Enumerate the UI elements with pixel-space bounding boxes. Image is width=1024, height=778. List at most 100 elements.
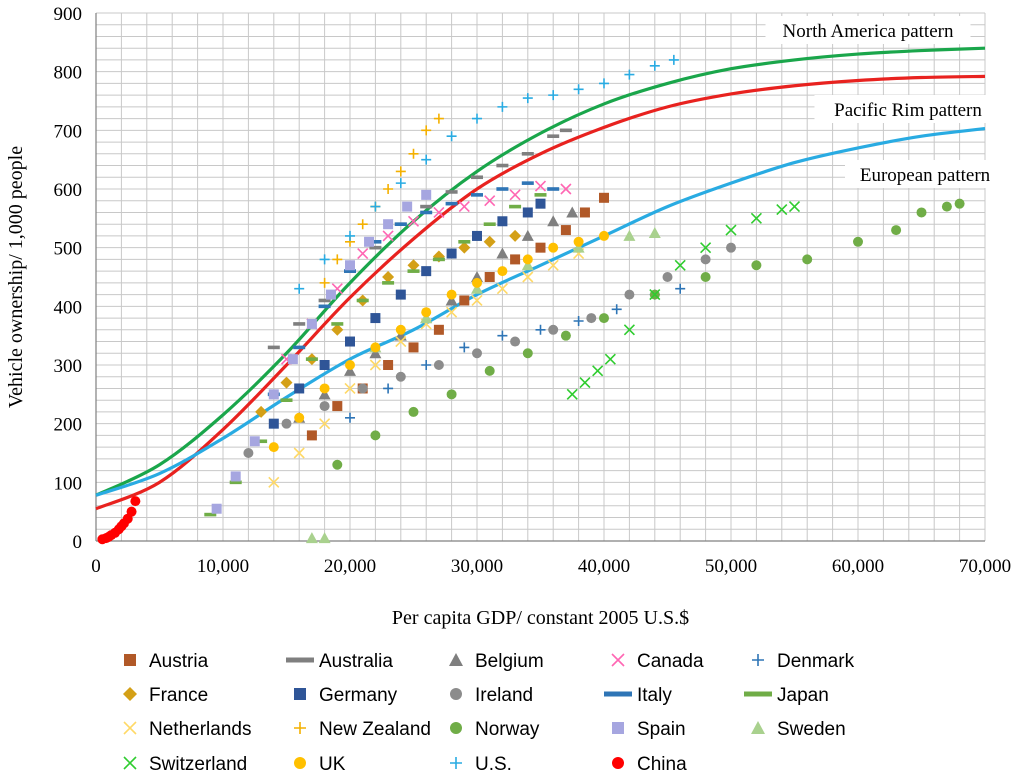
data-point: [496, 187, 509, 191]
legend-marker: [294, 722, 306, 734]
data-point: [294, 412, 305, 423]
data-point: [572, 241, 585, 253]
data-point: [130, 496, 141, 507]
legend-marker: [450, 757, 462, 769]
pattern-label-box: [765, 16, 971, 44]
legend-label: Spain: [637, 719, 686, 740]
data-point: [599, 78, 609, 89]
legend-item: Germany: [294, 685, 398, 706]
legend-marker: [294, 757, 306, 769]
data-point: [471, 175, 483, 180]
pattern-curve: [95, 74, 986, 511]
legend-item: Italy: [604, 685, 672, 706]
legend-label: Sweden: [777, 719, 846, 740]
data-point: [509, 229, 522, 242]
data-point: [675, 283, 686, 294]
legend-label: Denmark: [777, 651, 855, 672]
legend-label: China: [637, 754, 687, 775]
legend-item: Japan: [744, 685, 829, 706]
pattern-curves: [95, 46, 986, 511]
data-point: [649, 60, 660, 71]
legend-marker: [612, 757, 624, 769]
data-point: [211, 503, 222, 514]
data-point: [420, 204, 433, 209]
data-point: [332, 459, 343, 470]
data-point: [433, 324, 444, 335]
grid: [95, 12, 986, 542]
legend-label: Italy: [637, 685, 672, 706]
data-point: [344, 269, 356, 273]
data-point: [370, 430, 381, 441]
data-point: [535, 242, 546, 253]
data-point: [345, 336, 355, 347]
data-point: [408, 148, 419, 159]
data-point: [853, 236, 863, 247]
data-point: [750, 212, 762, 224]
data-point: [599, 230, 609, 241]
data-point: [230, 471, 241, 482]
legend-marker: [612, 722, 624, 734]
data-point: [472, 348, 482, 359]
legend-label: Canada: [637, 651, 704, 672]
data-point: [369, 359, 381, 371]
data-point: [280, 376, 293, 389]
data-point: [726, 242, 736, 253]
legend-label: U.S.: [475, 754, 512, 775]
pattern-label: North America pattern: [783, 21, 954, 42]
data-point: [521, 152, 534, 156]
data-point: [472, 113, 482, 124]
data-point: [357, 247, 369, 260]
x-tick-label: 40,000: [578, 556, 630, 577]
legend-label: New Zealand: [319, 719, 431, 740]
data-point: [395, 324, 406, 335]
legend-marker: [294, 688, 306, 700]
axes: [95, 13, 985, 542]
legend-item: Austria: [124, 651, 209, 672]
data-point: [446, 389, 457, 400]
legend-marker: [286, 657, 314, 663]
pattern-curve: [95, 126, 986, 497]
data-point: [496, 247, 509, 259]
legend-label: Japan: [777, 685, 829, 706]
legend-marker: [752, 654, 764, 666]
legend: Austria Australia Belgium Canada Denmark Fran…: [123, 651, 855, 775]
data-point: [534, 180, 547, 192]
data-point: [560, 225, 571, 236]
data-point: [319, 418, 331, 430]
data-point: [446, 248, 457, 259]
data-point: [484, 195, 496, 207]
data-point: [445, 201, 458, 206]
legend-marker: [123, 756, 137, 770]
data-point: [548, 90, 559, 101]
data-point: [484, 365, 495, 376]
data-point: [331, 322, 344, 326]
legend-label: Ireland: [475, 685, 533, 706]
data-point: [534, 193, 547, 197]
series-u-s-: [294, 54, 679, 294]
data-point: [395, 289, 406, 300]
data-point: [522, 93, 533, 104]
data-point: [249, 436, 260, 447]
data-point: [294, 383, 305, 394]
series-spain: [211, 189, 432, 514]
data-point: [668, 54, 679, 65]
data-points: [97, 54, 965, 545]
x-tick-label: 70,000: [959, 556, 1011, 577]
data-point: [522, 271, 534, 283]
data-point: [395, 178, 406, 189]
data-point: [331, 323, 344, 336]
data-point: [268, 442, 279, 453]
series-norway: [332, 198, 965, 470]
data-point: [268, 389, 279, 400]
data-point: [395, 371, 406, 382]
x-tick-label: 0: [91, 556, 101, 577]
data-point: [510, 336, 521, 347]
data-point: [446, 131, 457, 142]
data-point: [510, 254, 521, 265]
y-tick-label: 100: [54, 473, 83, 494]
y-tick-label: 600: [54, 180, 83, 201]
data-point: [433, 206, 445, 219]
data-point: [559, 128, 572, 133]
y-tick-label: 800: [54, 63, 83, 84]
data-point: [255, 405, 268, 418]
